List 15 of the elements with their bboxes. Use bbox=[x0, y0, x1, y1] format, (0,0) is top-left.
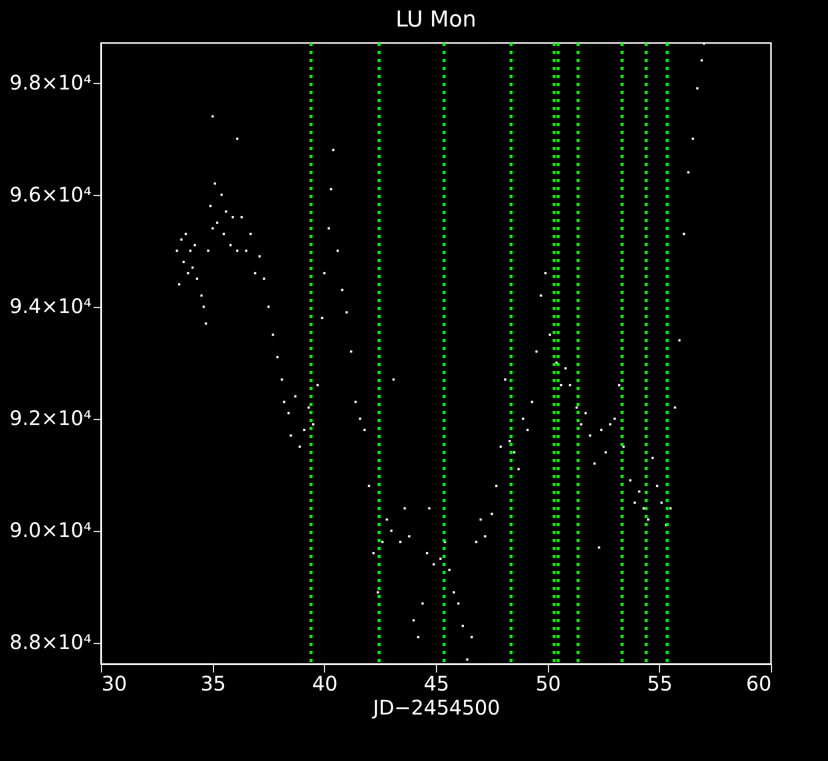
x-tick-label: 30 bbox=[102, 672, 127, 696]
x-tick-label: 40 bbox=[312, 672, 338, 696]
y-tick-label: 9.6×10⁴ bbox=[9, 182, 92, 206]
y-tick-label: 9.8×10⁴ bbox=[9, 70, 92, 94]
x-tick-label: 55 bbox=[647, 672, 673, 696]
y-tick-label: 9.2×10⁴ bbox=[9, 406, 92, 430]
x-axis-title: JD−2454500 bbox=[370, 696, 500, 720]
x-tick-label: 45 bbox=[424, 672, 450, 696]
chart-title: LU Mon bbox=[396, 8, 476, 32]
x-tick-label: 50 bbox=[535, 672, 561, 696]
x-tick-label: 60 bbox=[746, 672, 772, 696]
y-tick-label: 8.8×10⁴ bbox=[9, 630, 92, 654]
y-tick-label: 9.0×10⁴ bbox=[9, 518, 92, 542]
y-tick-label: 9.4×10⁴ bbox=[9, 294, 92, 318]
x-tick-label: 35 bbox=[200, 672, 226, 696]
